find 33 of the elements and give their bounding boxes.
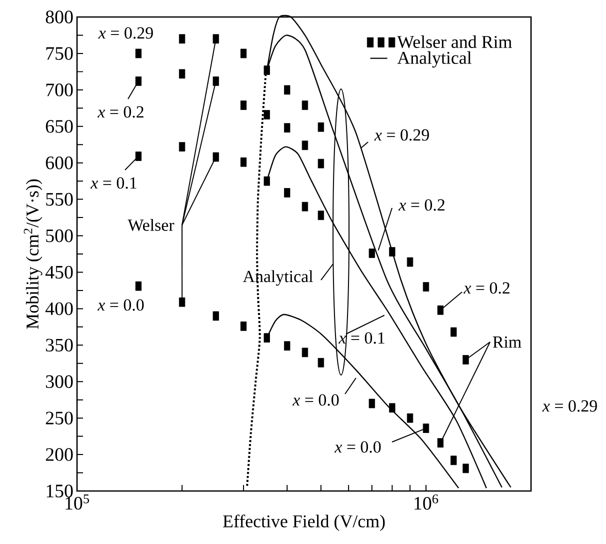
annotation: x = 0.2 <box>97 106 144 118</box>
annotation: x = 0.2 <box>463 282 510 294</box>
y-tick-label: 300 <box>46 375 73 388</box>
y-tick-label: 750 <box>46 47 73 60</box>
y-tick-label: 550 <box>46 192 73 206</box>
annotation: x = 0.1 <box>338 332 384 344</box>
annotation: x = 0.0 <box>97 299 144 311</box>
y-tick-label: 400 <box>45 302 73 316</box>
annotation: x = 0.29 <box>98 27 153 39</box>
annotation: x = 0.0 <box>334 441 381 453</box>
y-tick-label: 800 <box>46 10 73 24</box>
y-tick-label: 600 <box>46 156 73 170</box>
legend-label: Welser and Rim <box>397 35 512 48</box>
y-tick-label: 450 <box>45 266 73 279</box>
y-tick-label: 350 <box>46 338 73 352</box>
annotation: x = 0.2 <box>398 199 444 211</box>
annotation: x = 0.0 <box>292 394 339 406</box>
legend-label: Analytical <box>397 51 472 68</box>
x-axis-title: Effective Field (V/cm) <box>223 514 385 532</box>
annotation: Analytical <box>242 270 313 286</box>
annotation: Rim <box>492 336 522 348</box>
y-tick-label: 650 <box>46 120 73 133</box>
annotation: Welser <box>128 218 174 231</box>
annotation: x = 0.29 <box>374 129 429 141</box>
y-tick-label: 250 <box>46 412 73 424</box>
y-tick-label: 500 <box>46 229 73 242</box>
y-tick-label: 200 <box>46 448 73 461</box>
y-tick-label: 150 <box>46 484 73 498</box>
x-tick-label: 10$^{6}$ <box>414 494 438 510</box>
y-tick-label: 700 <box>46 84 73 96</box>
annotation: x = 0.1 <box>90 177 136 189</box>
y-axis-title: Mobility (cm$^{2}$/(V·s)) <box>24 179 42 329</box>
text: x = 0.29 <box>542 400 597 412</box>
